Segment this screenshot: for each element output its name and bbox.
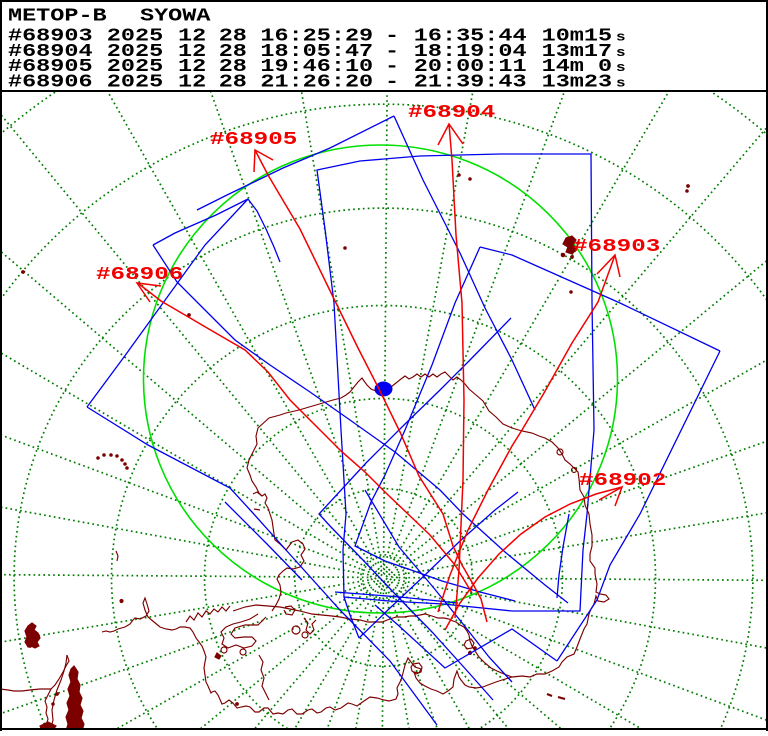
svg-text:#68904: #68904 (408, 102, 495, 123)
svg-text:s: s (616, 77, 626, 91)
svg-text:s: s (616, 61, 626, 75)
svg-text:-: - (385, 71, 399, 92)
svg-text:#68905: #68905 (210, 129, 297, 150)
svg-text:s: s (616, 46, 626, 60)
svg-text:13m23: 13m23 (542, 71, 612, 92)
svg-text:21:26:20: 21:26:20 (260, 71, 373, 92)
svg-text:METOP-B: METOP-B (8, 5, 107, 26)
svg-text:s: s (616, 31, 626, 45)
svg-text:28: 28 (219, 71, 247, 92)
svg-text:SYOWA: SYOWA (140, 5, 211, 26)
svg-text:#68906: #68906 (8, 71, 93, 92)
svg-text:2025: 2025 (107, 71, 163, 92)
svg-text:21:39:43: 21:39:43 (414, 71, 527, 92)
svg-text:#68902: #68902 (579, 470, 666, 491)
svg-text:#68906: #68906 (96, 264, 183, 285)
svg-text:12: 12 (178, 71, 206, 92)
svg-text:#68903: #68903 (573, 236, 660, 257)
